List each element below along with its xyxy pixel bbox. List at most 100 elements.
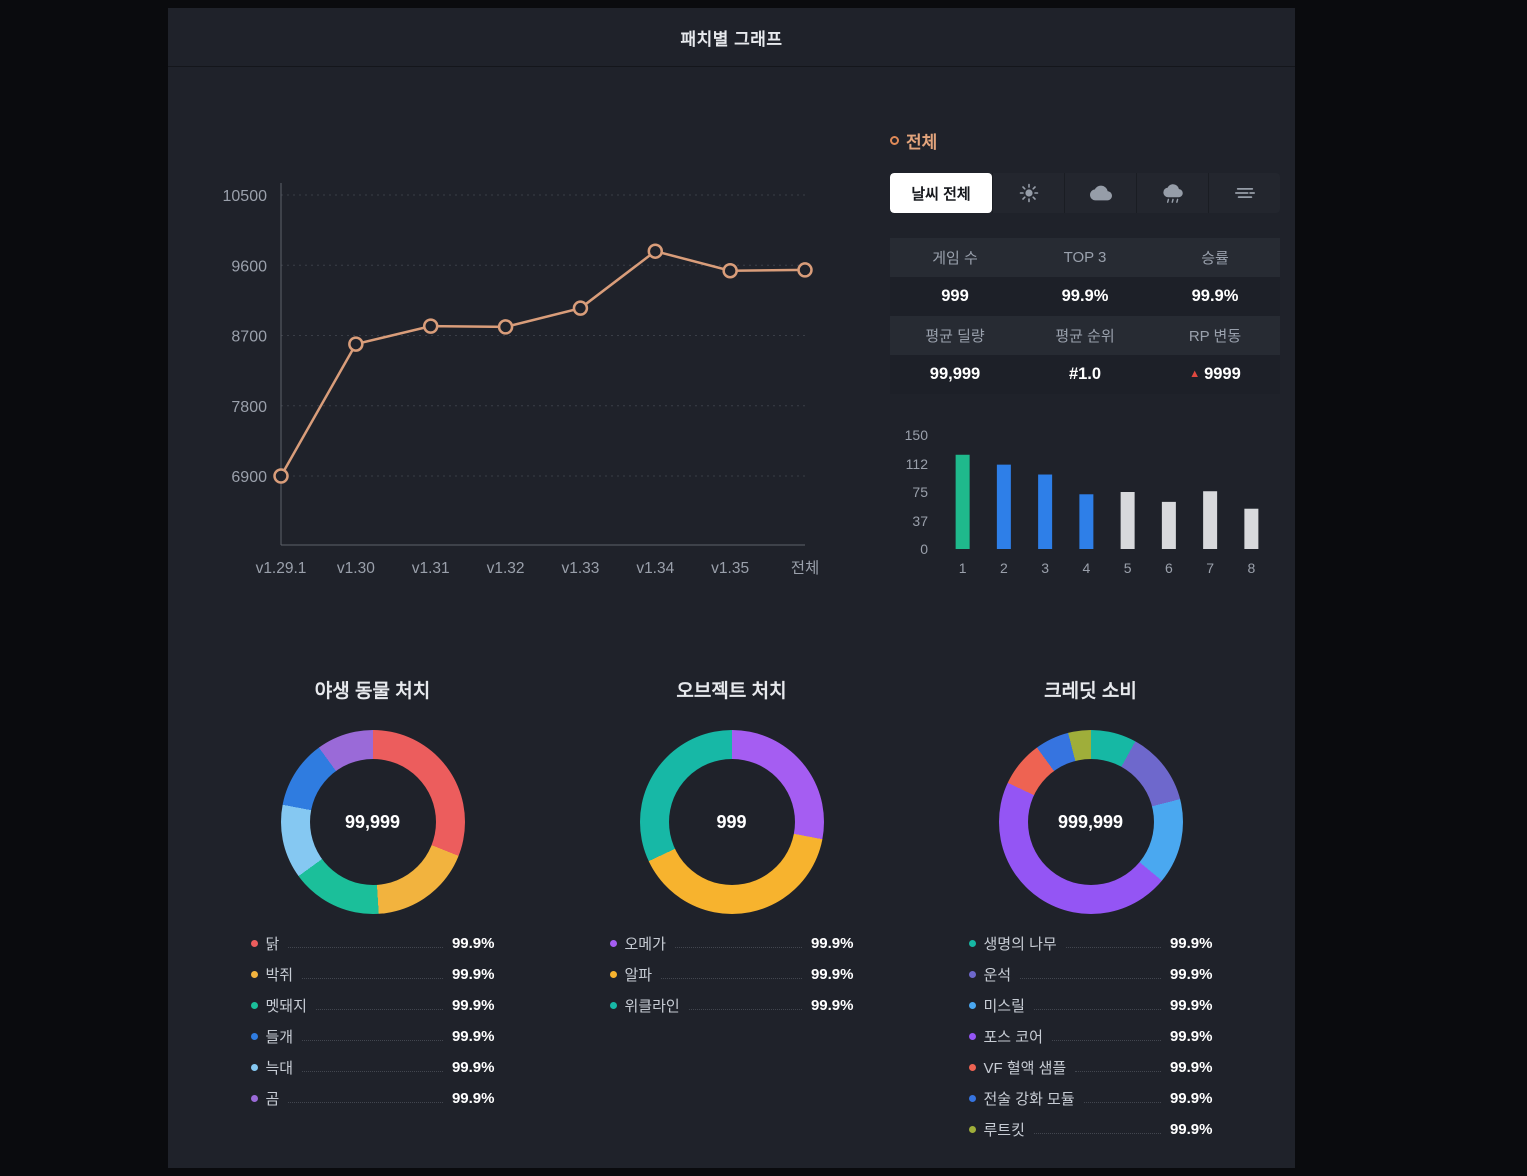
weather-tab-all[interactable]: 날씨 전체 <box>890 173 992 213</box>
legend-color-dot <box>609 940 617 947</box>
legend-item: 닭 99.9% <box>250 928 495 959</box>
legend-item: 늑대 99.9% <box>250 1052 495 1083</box>
legend-item: 곰 99.9% <box>250 1083 495 1114</box>
legend-color-dot <box>609 971 617 978</box>
legend-leader-line <box>302 977 443 979</box>
weather-tab-rain[interactable] <box>1136 173 1208 213</box>
credit-consumption-donut-chart: 999,999 <box>998 730 1183 914</box>
data-point[interactable] <box>797 262 813 278</box>
tick-label: v1.31 <box>412 560 450 577</box>
weather-tab-fog[interactable] <box>1208 173 1280 213</box>
data-point[interactable] <box>647 243 664 259</box>
legend-value: 99.9% <box>451 935 495 952</box>
bar[interactable] <box>1079 494 1094 549</box>
sun-icon <box>1019 183 1038 203</box>
rain-icon <box>1162 184 1183 203</box>
donut-center-value: 999,999 <box>1057 811 1124 832</box>
tick-label: v1.34 <box>636 560 674 577</box>
donut-title-animal-kills: 야생 동물 처치 <box>314 681 431 702</box>
stats-header-row: 평균 딜량 평균 순위 RP 변동 <box>890 316 1280 355</box>
legend-leader-line <box>1051 1039 1161 1041</box>
stat-value-rp-change: ▲ 9999 <box>1150 355 1280 394</box>
data-point[interactable] <box>722 262 738 279</box>
donut-hole <box>309 759 436 885</box>
patch-line-chart-svg: 6900 7800 8700 9600 10500 v1.29.1 v1.30 v1.31 v1… <box>223 183 819 577</box>
weather-tab-sunny[interactable] <box>992 173 1064 213</box>
bar[interactable] <box>955 454 970 549</box>
tick-label: v1.32 <box>487 560 525 577</box>
legend-color-dot <box>250 1095 258 1102</box>
tick-label: v1.30 <box>337 560 375 577</box>
legend-item: 생명의 나무 99.9% <box>968 928 1213 959</box>
stat-label-top3: TOP 3 <box>1063 249 1107 266</box>
legend-value: 99.9% <box>1169 1059 1213 1076</box>
panel-header: 패치별 그래프 <box>168 8 1295 67</box>
stats-header-row: 게임 수 TOP 3 승률 <box>890 238 1280 277</box>
legend-label: 미스릴 <box>983 998 1025 1015</box>
legend-value: 99.9% <box>810 997 854 1014</box>
bar[interactable] <box>1038 474 1053 549</box>
rp-delta-value: 9999 <box>1204 365 1241 383</box>
patch-line-chart: 6900 7800 8700 9600 10500 v1.29.1 v1.30 v1.31 v1… <box>188 108 828 588</box>
stat-label-games: 게임 수 <box>932 250 978 267</box>
stat-label-winrate: 승률 <box>1201 250 1229 267</box>
donut-card-credit-consumption: 크레딧 소비 999,999 생명의 나무 99.9% 운석 99.9% 미스릴 99.9… <box>911 680 1270 1145</box>
series-marker-icon <box>890 136 899 145</box>
donut-center-value: 999 <box>716 811 747 832</box>
tick-label: 8 <box>1247 560 1255 576</box>
tick-label: 9600 <box>231 258 267 275</box>
legend-item: 위클라인 99.9% <box>609 990 854 1021</box>
tick-label: 0 <box>920 541 928 557</box>
legend-value: 99.9% <box>1169 997 1213 1014</box>
legend-item: 들개 99.9% <box>250 1021 495 1052</box>
weather-tab-cloudy[interactable] <box>1064 173 1136 213</box>
animal-kills-legend: 닭 99.9% 박쥐 99.9% 멧돼지 99.9% 들개 99.9% 늑대 99.9% 곰 99.9… <box>250 928 495 1114</box>
donut-title-object-kills: 오브젝트 처치 <box>676 681 787 702</box>
cloud-icon <box>1089 185 1112 201</box>
legend-label: 전술 강화 모듈 <box>983 1091 1075 1108</box>
stat-value-top3: 99.9% <box>1061 287 1109 305</box>
credit-consumption-legend: 생명의 나무 99.9% 운석 99.9% 미스릴 99.9% 포스 코어 99.9% VF 혈… <box>968 928 1213 1145</box>
legend-leader-line <box>1033 1132 1161 1134</box>
summary-stats-table: 게임 수 TOP 3 승률 999 99.9% 99.9% 평균 딜량 평균 순… <box>890 238 1280 394</box>
tick-label: 6900 <box>231 469 267 486</box>
legend-value: 99.9% <box>451 1059 495 1076</box>
weather-filter-tabs: 날씨 전체 <box>890 173 1280 213</box>
legend-leader-line <box>674 946 802 948</box>
line-series <box>279 249 806 477</box>
data-point[interactable] <box>422 318 439 334</box>
legend-label: VF 혈액 샘플 <box>983 1060 1067 1077</box>
legend-color-dot <box>250 1002 258 1009</box>
legend-color-dot <box>609 1002 617 1009</box>
legend-label: 위클라인 <box>624 998 680 1015</box>
bar[interactable] <box>1161 501 1176 549</box>
series-legend-total[interactable]: 전체 <box>890 128 937 153</box>
legend-leader-line <box>288 946 443 948</box>
donut-hole <box>668 759 795 885</box>
stat-value-games: 999 <box>941 287 969 305</box>
bar[interactable] <box>1244 508 1259 549</box>
donut-charts-section: 야생 동물 처치 99,999 닭 99.9% 박쥐 99.9% 멧돼지 99.9% 들개 9… <box>168 680 1295 1145</box>
data-point[interactable] <box>497 319 514 335</box>
bar[interactable] <box>996 464 1011 549</box>
stat-label-avg-rank: 평균 순위 <box>1055 328 1115 345</box>
legend-value: 99.9% <box>451 997 495 1014</box>
legend-label: 박쥐 <box>265 967 294 984</box>
tick-label: 3 <box>1041 560 1049 576</box>
bar[interactable] <box>1120 492 1135 549</box>
legend-leader-line <box>288 1101 443 1103</box>
legend-leader-line <box>688 1008 802 1010</box>
data-point[interactable] <box>348 336 364 352</box>
legend-label: 오메가 <box>624 936 666 953</box>
data-point[interactable] <box>273 468 289 484</box>
legend-label: 알파 <box>624 967 653 984</box>
legend-leader-line <box>1065 946 1161 948</box>
patch-graph-panel: 패치별 그래프 6900 7800 8700 9600 10500 v1.29.1 v1.3… <box>168 8 1295 1168</box>
tick-label: 4 <box>1082 560 1090 576</box>
bar[interactable] <box>1203 491 1218 549</box>
legend-leader-line <box>1020 977 1161 979</box>
legend-value: 99.9% <box>810 935 854 952</box>
legend-item: 루트킷 99.9% <box>968 1114 1213 1145</box>
data-point[interactable] <box>572 300 589 316</box>
tick-label: v1.33 <box>561 560 599 577</box>
